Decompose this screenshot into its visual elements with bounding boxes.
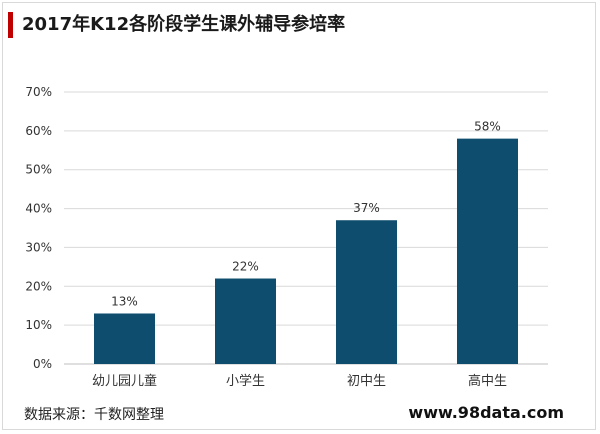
y-tick-label: 50%: [25, 163, 52, 177]
y-tick-label: 0%: [33, 357, 52, 371]
y-tick-label: 60%: [25, 124, 52, 138]
bar-2: [215, 278, 276, 364]
y-tick-label: 70%: [25, 85, 52, 99]
y-tick-label: 10%: [25, 318, 52, 332]
x-tick-label: 幼儿园儿童: [92, 373, 157, 389]
x-tick-label: 小学生: [226, 373, 265, 389]
watermark: www.98data.com: [408, 403, 564, 422]
x-tick-label: 高中生: [468, 373, 507, 389]
y-tick-label: 40%: [25, 202, 52, 216]
data-label: 58%: [474, 120, 501, 134]
chart-frame: [2, 2, 596, 430]
bar-3: [336, 220, 397, 364]
data-source: 数据来源：千数网整理: [24, 407, 164, 423]
y-tick-label: 30%: [25, 240, 52, 254]
data-label: 13%: [111, 294, 138, 308]
data-label: 22%: [232, 260, 259, 274]
data-label: 37%: [353, 201, 380, 215]
title-accent-bar: [8, 12, 13, 38]
y-tick-label: 20%: [25, 279, 52, 293]
bar-1: [94, 313, 155, 364]
chart-title: 2017年K12各阶段学生课外辅导参培率: [22, 14, 346, 35]
x-tick-label: 初中生: [347, 374, 386, 389]
bar-4: [457, 138, 518, 364]
